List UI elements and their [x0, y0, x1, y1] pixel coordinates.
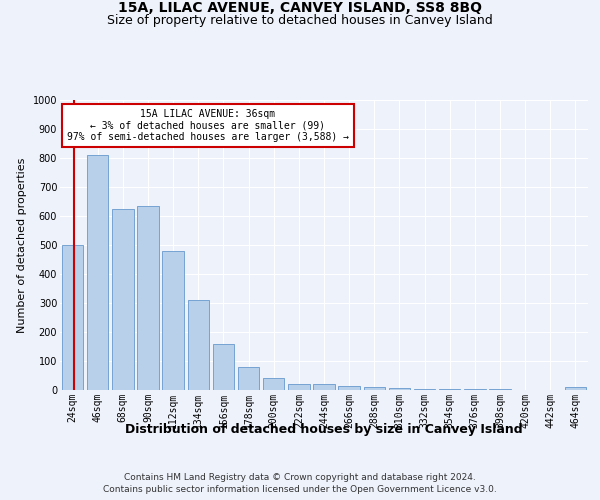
Text: 15A, LILAC AVENUE, CANVEY ISLAND, SS8 8BQ: 15A, LILAC AVENUE, CANVEY ISLAND, SS8 8B…	[118, 1, 482, 15]
Bar	[238, 367, 259, 390]
Bar	[313, 384, 335, 390]
Text: Distribution of detached houses by size in Canvey Island: Distribution of detached houses by size …	[125, 422, 523, 436]
Text: 15A LILAC AVENUE: 36sqm
← 3% of detached houses are smaller (99)
97% of semi-det: 15A LILAC AVENUE: 36sqm ← 3% of detached…	[67, 108, 349, 142]
Bar	[338, 386, 360, 390]
Bar	[213, 344, 234, 390]
Bar	[414, 388, 435, 390]
Bar	[364, 387, 385, 390]
Text: Contains HM Land Registry data © Crown copyright and database right 2024.
Contai: Contains HM Land Registry data © Crown c…	[103, 472, 497, 494]
Bar	[137, 206, 158, 390]
Bar	[439, 389, 460, 390]
Y-axis label: Number of detached properties: Number of detached properties	[17, 158, 27, 332]
Bar	[389, 388, 410, 390]
Bar	[565, 387, 586, 390]
Bar	[163, 251, 184, 390]
Text: Size of property relative to detached houses in Canvey Island: Size of property relative to detached ho…	[107, 14, 493, 27]
Bar	[263, 378, 284, 390]
Bar	[87, 155, 109, 390]
Bar	[62, 245, 83, 390]
Bar	[188, 300, 209, 390]
Bar	[112, 209, 134, 390]
Bar	[288, 384, 310, 390]
